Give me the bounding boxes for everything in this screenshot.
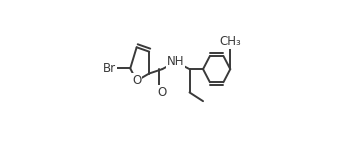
Text: CH₃: CH₃ [219, 35, 241, 48]
Text: O: O [158, 86, 167, 99]
Text: NH: NH [167, 55, 184, 68]
Text: Br: Br [103, 62, 116, 75]
Text: O: O [132, 74, 141, 87]
